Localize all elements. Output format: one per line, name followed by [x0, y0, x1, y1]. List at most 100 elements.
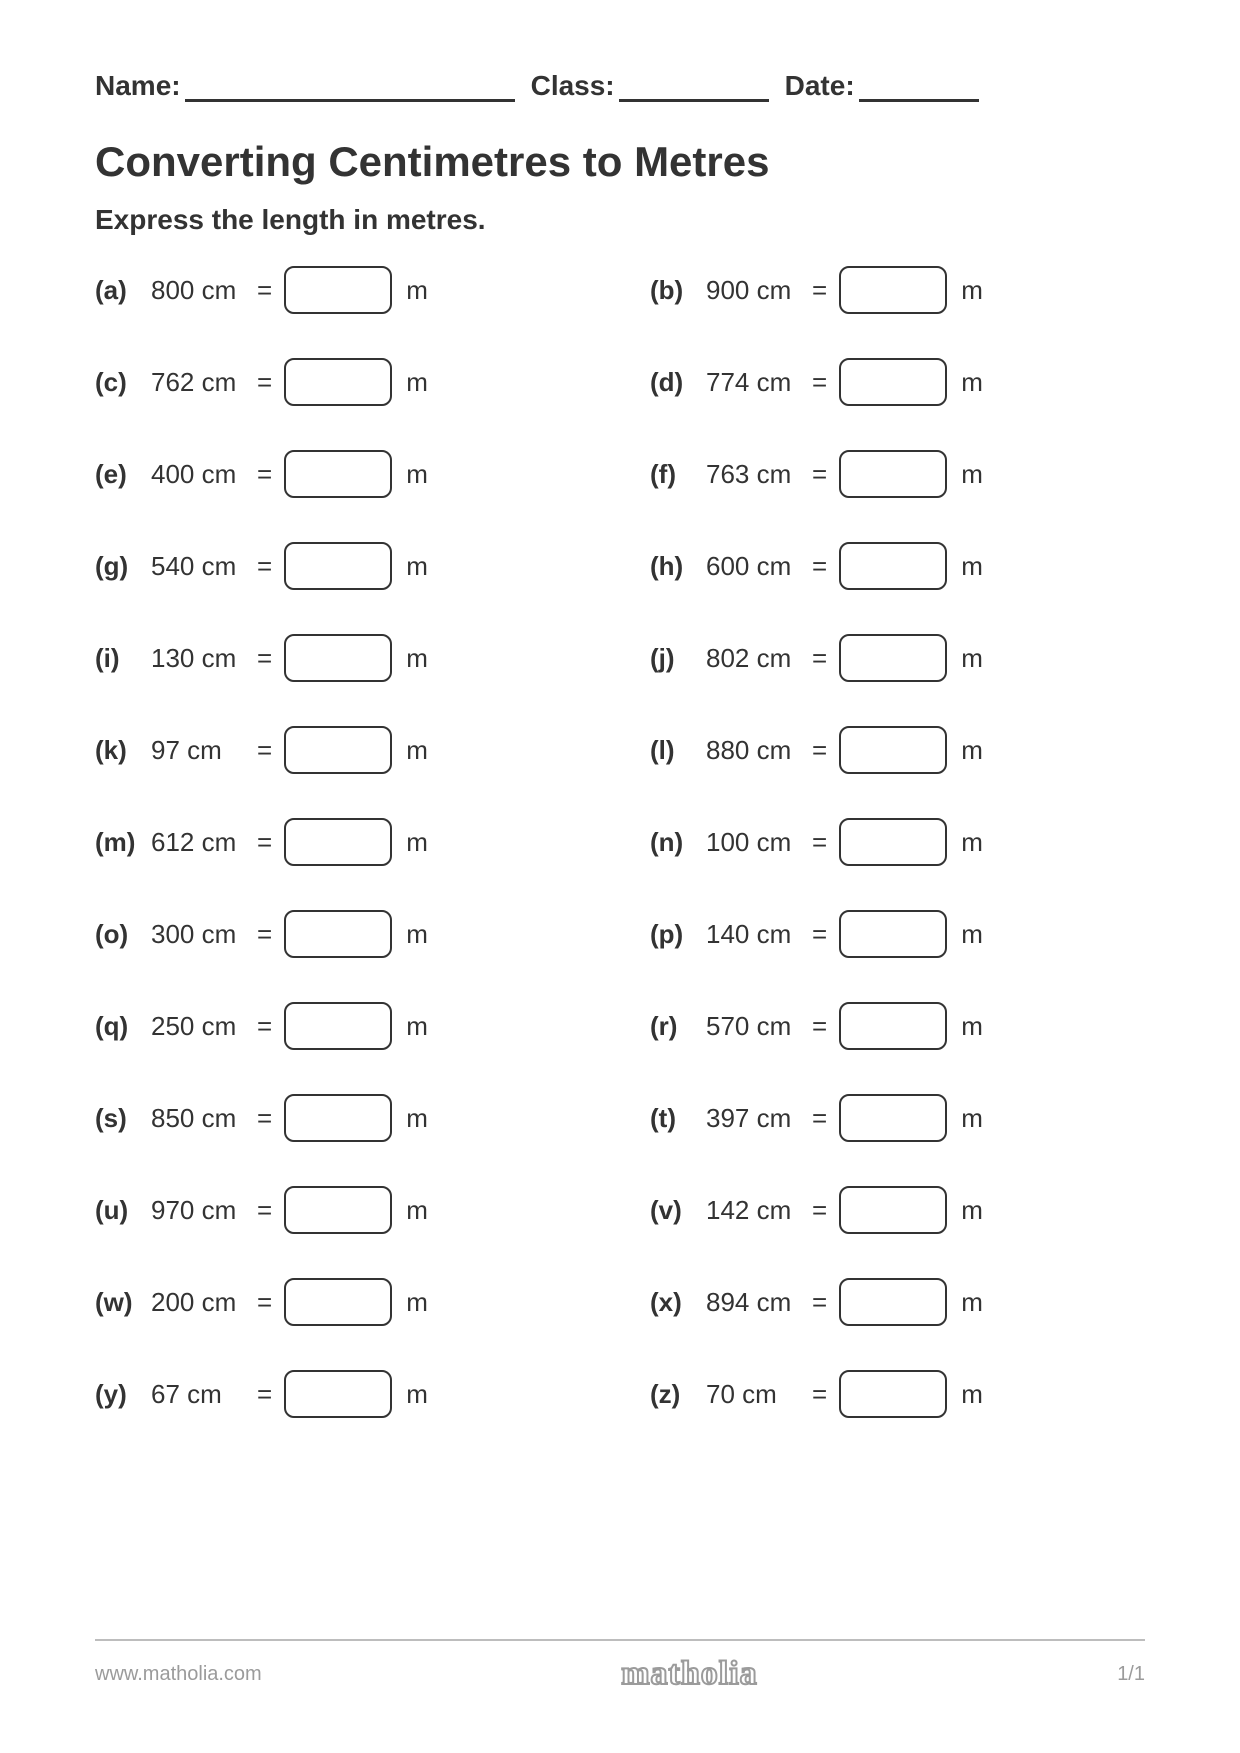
problem-label: (p): [650, 919, 706, 950]
result-unit: m: [961, 1379, 983, 1410]
problem-value: 763 cm: [706, 459, 806, 490]
equals-sign: =: [257, 735, 272, 766]
problem-value: 762 cm: [151, 367, 251, 398]
result-unit: m: [406, 1103, 428, 1134]
answer-input-box[interactable]: [284, 450, 392, 498]
problem-label: (q): [95, 1011, 151, 1042]
answer-input-box[interactable]: [284, 818, 392, 866]
result-unit: m: [961, 1287, 983, 1318]
equals-sign: =: [257, 275, 272, 306]
class-label: Class:: [531, 70, 615, 102]
instruction-text: Express the length in metres.: [95, 204, 1145, 236]
date-blank-line[interactable]: [859, 74, 979, 102]
problem-item: (h)600 cm=m: [650, 542, 1145, 590]
answer-input-box[interactable]: [284, 266, 392, 314]
answer-input-box[interactable]: [839, 542, 947, 590]
result-unit: m: [961, 1195, 983, 1226]
problem-label: (r): [650, 1011, 706, 1042]
result-unit: m: [406, 551, 428, 582]
equals-sign: =: [812, 1011, 827, 1042]
answer-input-box[interactable]: [284, 1186, 392, 1234]
problem-value: 300 cm: [151, 919, 251, 950]
result-unit: m: [961, 643, 983, 674]
problem-label: (u): [95, 1195, 151, 1226]
answer-input-box[interactable]: [839, 1186, 947, 1234]
equals-sign: =: [257, 1103, 272, 1134]
equals-sign: =: [257, 919, 272, 950]
result-unit: m: [406, 643, 428, 674]
answer-input-box[interactable]: [284, 910, 392, 958]
equals-sign: =: [812, 551, 827, 582]
problem-item: (r)570 cm=m: [650, 1002, 1145, 1050]
equals-sign: =: [812, 275, 827, 306]
worksheet-title: Converting Centimetres to Metres: [95, 138, 1145, 186]
equals-sign: =: [257, 551, 272, 582]
name-blank-line[interactable]: [185, 74, 515, 102]
answer-input-box[interactable]: [284, 1278, 392, 1326]
problem-value: 894 cm: [706, 1287, 806, 1318]
answer-input-box[interactable]: [284, 726, 392, 774]
equals-sign: =: [257, 1195, 272, 1226]
header-row: Name: Class: Date:: [95, 70, 1145, 102]
result-unit: m: [961, 459, 983, 490]
problem-value: 97 cm: [151, 735, 251, 766]
problem-label: (l): [650, 735, 706, 766]
answer-input-box[interactable]: [284, 1094, 392, 1142]
problem-item: (s)850 cm= m: [95, 1094, 590, 1142]
problem-label: (b): [650, 275, 706, 306]
problem-item: (m)612 cm=m: [95, 818, 590, 866]
problem-label: (g): [95, 551, 151, 582]
footer-logo: matholia: [262, 1655, 1117, 1693]
problem-label: (v): [650, 1195, 706, 1226]
problem-label: (n): [650, 827, 706, 858]
problem-label: (o): [95, 919, 151, 950]
answer-input-box[interactable]: [839, 1094, 947, 1142]
problem-item: (w)200 cm=m: [95, 1278, 590, 1326]
problem-item: (b)900 cm=m: [650, 266, 1145, 314]
problem-value: 540 cm: [151, 551, 251, 582]
answer-input-box[interactable]: [839, 1002, 947, 1050]
problem-item: (t)397 cm=m: [650, 1094, 1145, 1142]
answer-input-box[interactable]: [839, 266, 947, 314]
answer-input-box[interactable]: [284, 542, 392, 590]
problem-value: 250 cm: [151, 1011, 251, 1042]
answer-input-box[interactable]: [839, 1370, 947, 1418]
answer-input-box[interactable]: [284, 358, 392, 406]
equals-sign: =: [257, 643, 272, 674]
class-blank-line[interactable]: [619, 74, 769, 102]
problem-label: (s): [95, 1103, 151, 1134]
footer-page-number: 1/1: [1117, 1663, 1145, 1686]
answer-input-box[interactable]: [839, 726, 947, 774]
answer-input-box[interactable]: [284, 1370, 392, 1418]
answer-input-box[interactable]: [284, 1002, 392, 1050]
result-unit: m: [406, 735, 428, 766]
name-label: Name:: [95, 70, 181, 102]
equals-sign: =: [812, 643, 827, 674]
answer-input-box[interactable]: [839, 818, 947, 866]
result-unit: m: [406, 919, 428, 950]
equals-sign: =: [812, 459, 827, 490]
equals-sign: =: [257, 367, 272, 398]
answer-input-box[interactable]: [284, 634, 392, 682]
problem-value: 970 cm: [151, 1195, 251, 1226]
problem-label: (d): [650, 367, 706, 398]
answer-input-box[interactable]: [839, 910, 947, 958]
answer-input-box[interactable]: [839, 1278, 947, 1326]
result-unit: m: [406, 1011, 428, 1042]
answer-input-box[interactable]: [839, 634, 947, 682]
problem-item: (q)250 cm= m: [95, 1002, 590, 1050]
equals-sign: =: [257, 1011, 272, 1042]
equals-sign: =: [812, 735, 827, 766]
problem-value: 850 cm: [151, 1103, 251, 1134]
result-unit: m: [961, 1011, 983, 1042]
problem-value: 802 cm: [706, 643, 806, 674]
problem-label: (c): [95, 367, 151, 398]
answer-input-box[interactable]: [839, 450, 947, 498]
answer-input-box[interactable]: [839, 358, 947, 406]
problem-item: (c)762 cm=m: [95, 358, 590, 406]
problem-label: (e): [95, 459, 151, 490]
worksheet-page: Name: Class: Date: Converting Centimetre…: [0, 0, 1240, 1753]
problem-label: (m): [95, 827, 151, 858]
problem-label: (w): [95, 1287, 151, 1318]
problem-item: (g)540 cm= m: [95, 542, 590, 590]
